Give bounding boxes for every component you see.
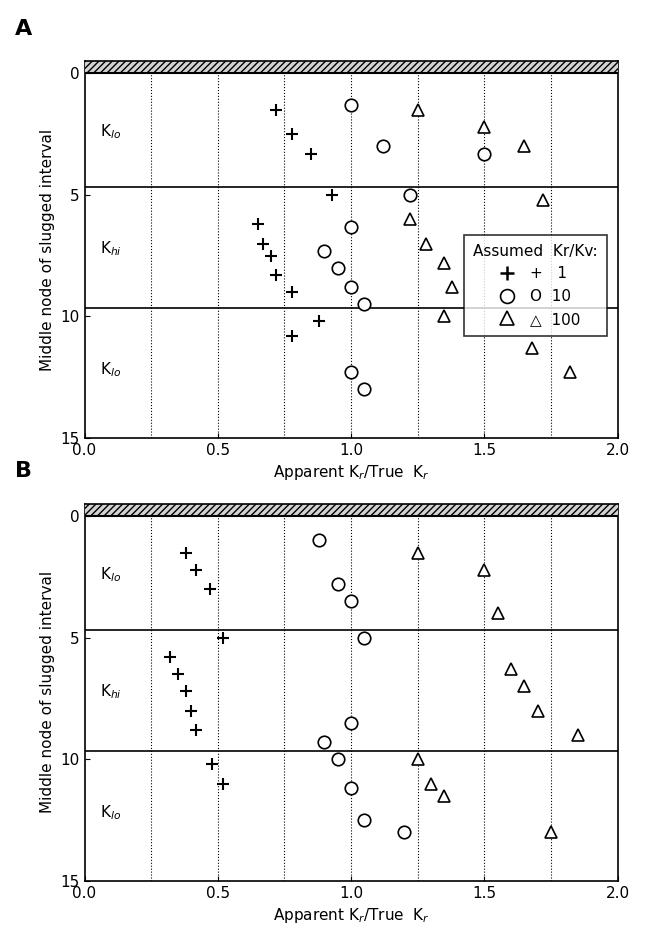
Text: K$_{lo}$: K$_{lo}$ <box>101 565 122 584</box>
Y-axis label: Middle node of slugged interval: Middle node of slugged interval <box>40 571 55 814</box>
Text: K$_{lo}$: K$_{lo}$ <box>101 122 122 141</box>
Text: B: B <box>15 462 32 481</box>
X-axis label: Apparent K$_r$/True  K$_r$: Apparent K$_r$/True K$_r$ <box>272 463 430 482</box>
Text: K$_{lo}$: K$_{lo}$ <box>101 361 122 380</box>
Text: A: A <box>15 19 32 39</box>
Text: K$_{hi}$: K$_{hi}$ <box>101 682 122 701</box>
Text: K$_{lo}$: K$_{lo}$ <box>101 804 122 822</box>
X-axis label: Apparent K$_r$/True  K$_r$: Apparent K$_r$/True K$_r$ <box>272 906 430 925</box>
Text: K$_{hi}$: K$_{hi}$ <box>101 239 122 258</box>
Legend: +   1, O  10, △  100: + 1, O 10, △ 100 <box>464 235 607 336</box>
Y-axis label: Middle node of slugged interval: Middle node of slugged interval <box>40 128 55 371</box>
